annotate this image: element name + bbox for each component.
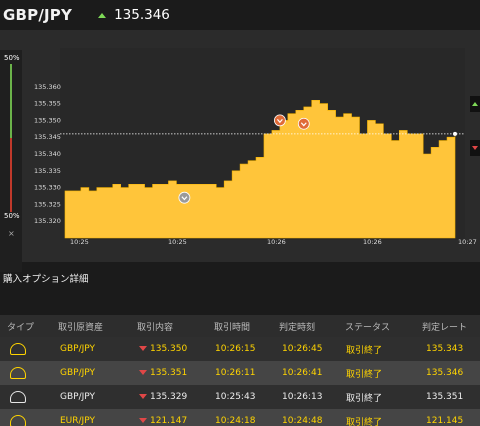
y-tick-label: 135.355 xyxy=(34,100,61,108)
up-arrow-icon xyxy=(98,12,107,18)
col-status: ステータス xyxy=(345,322,391,333)
up-percentage: 50% xyxy=(4,54,20,62)
sentiment-meter: 50% 50% × xyxy=(0,50,22,272)
col-content: 取引内容 xyxy=(137,322,174,333)
cell-content: 135.350 xyxy=(139,344,187,354)
down-icon xyxy=(139,346,147,351)
y-tick-label: 135.360 xyxy=(34,83,61,91)
cell-judge: 10:26:41 xyxy=(282,368,323,378)
put-flag[interactable] xyxy=(470,140,480,156)
marker-chevron-icon xyxy=(181,196,188,201)
table-row[interactable]: EUR/JPY 121.147 10:24:18 10:24:48 取引終了 1… xyxy=(0,409,480,426)
x-tick-label: 10:25 xyxy=(168,238,187,246)
col-time: 取引時間 xyxy=(214,322,251,333)
x-tick-label: 10:25 xyxy=(70,238,89,246)
down-icon xyxy=(139,394,147,399)
gauge-icon xyxy=(10,343,26,355)
cell-rate: 135.346 xyxy=(426,368,464,378)
call-flag[interactable] xyxy=(470,96,480,112)
y-tick-label: 135.345 xyxy=(34,133,61,141)
marker-chevron-icon xyxy=(300,122,307,127)
sell-marker-icon xyxy=(178,191,191,204)
col-type: タイプ xyxy=(7,322,35,333)
currency-pair[interactable]: GBP/JPY xyxy=(3,6,73,24)
y-tick-label: 135.325 xyxy=(34,200,61,208)
close-icon[interactable]: × xyxy=(8,229,15,238)
table-row[interactable]: GBP/JPY 135.329 10:25:43 10:26:13 取引終了 1… xyxy=(0,385,480,409)
current-price: 135.346 xyxy=(114,7,170,23)
marker-chevron-icon xyxy=(276,119,283,124)
cell-asset: GBP/JPY xyxy=(60,344,95,354)
cell-judge: 10:24:48 xyxy=(282,416,323,426)
down-icon xyxy=(139,370,147,375)
put-arrow-icon xyxy=(472,146,478,150)
cell-rate: 135.351 xyxy=(426,392,464,402)
cell-asset: GBP/JPY xyxy=(60,368,95,378)
down-icon xyxy=(139,418,147,423)
cell-time: 10:25:43 xyxy=(215,392,256,402)
cell-content: 135.329 xyxy=(139,392,187,402)
options-table: タイプ 取引原資産 取引内容 取引時間 判定時刻 ステータス 判定レート GBP… xyxy=(0,315,480,426)
cell-status: 取引終了 xyxy=(346,393,383,404)
col-judge: 判定時刻 xyxy=(279,322,316,333)
y-tick-label: 135.320 xyxy=(34,217,61,225)
cell-judge: 10:26:45 xyxy=(282,344,323,354)
gauge-icon xyxy=(10,367,26,379)
header-bar: GBP/JPY 135.346 xyxy=(0,0,480,30)
x-tick-label: 10:26 xyxy=(363,238,382,246)
down-marker-icon xyxy=(273,114,286,127)
gauge-icon xyxy=(10,391,26,403)
cell-asset: EUR/JPY xyxy=(60,416,95,426)
gauge-icon xyxy=(10,415,26,426)
y-tick-label: 135.330 xyxy=(34,184,61,192)
down-percentage: 50% xyxy=(4,212,20,220)
table-header: タイプ 取引原資産 取引内容 取引時間 判定時刻 ステータス 判定レート xyxy=(0,315,480,337)
last-price-dot xyxy=(453,131,457,136)
y-tick-label: 135.335 xyxy=(34,167,61,175)
cell-status: 取引終了 xyxy=(346,369,383,380)
col-asset: 取引原資産 xyxy=(58,322,104,333)
down-bar xyxy=(10,138,12,212)
down-marker-icon xyxy=(297,117,310,130)
y-tick-label: 135.350 xyxy=(34,116,61,124)
cell-asset: GBP/JPY xyxy=(60,392,95,402)
x-tick-label: 10:27 xyxy=(458,238,477,246)
section-title: 購入オプション詳細 xyxy=(3,274,89,285)
cell-time: 10:26:11 xyxy=(215,368,256,378)
cell-status: 取引終了 xyxy=(346,345,383,356)
price-chart: 135.360 135.355 135.350 135.345 135.340 135.3… xyxy=(34,48,477,246)
cell-content: 121.147 xyxy=(139,416,187,426)
cell-judge: 10:26:13 xyxy=(282,392,323,402)
cell-status: 取引終了 xyxy=(346,417,383,426)
chart-panel: 50% 50% × 135.360 135.355 135.350 135.345 13… xyxy=(0,30,480,272)
call-arrow-icon xyxy=(472,102,478,106)
table-row[interactable]: GBP/JPY 135.350 10:26:15 10:26:45 取引終了 1… xyxy=(0,337,480,361)
cell-content: 135.351 xyxy=(139,368,187,378)
cell-time: 10:24:18 xyxy=(215,416,256,426)
cell-time: 10:26:15 xyxy=(215,344,256,354)
y-tick-label: 135.340 xyxy=(34,150,61,158)
cell-rate: 135.343 xyxy=(426,344,464,354)
col-rate: 判定レート xyxy=(422,322,468,333)
table-row[interactable]: GBP/JPY 135.351 10:26:11 10:26:41 取引終了 1… xyxy=(0,361,480,385)
up-bar xyxy=(10,64,12,138)
x-tick-label: 10:26 xyxy=(267,238,286,246)
cell-rate: 121.145 xyxy=(426,416,464,426)
